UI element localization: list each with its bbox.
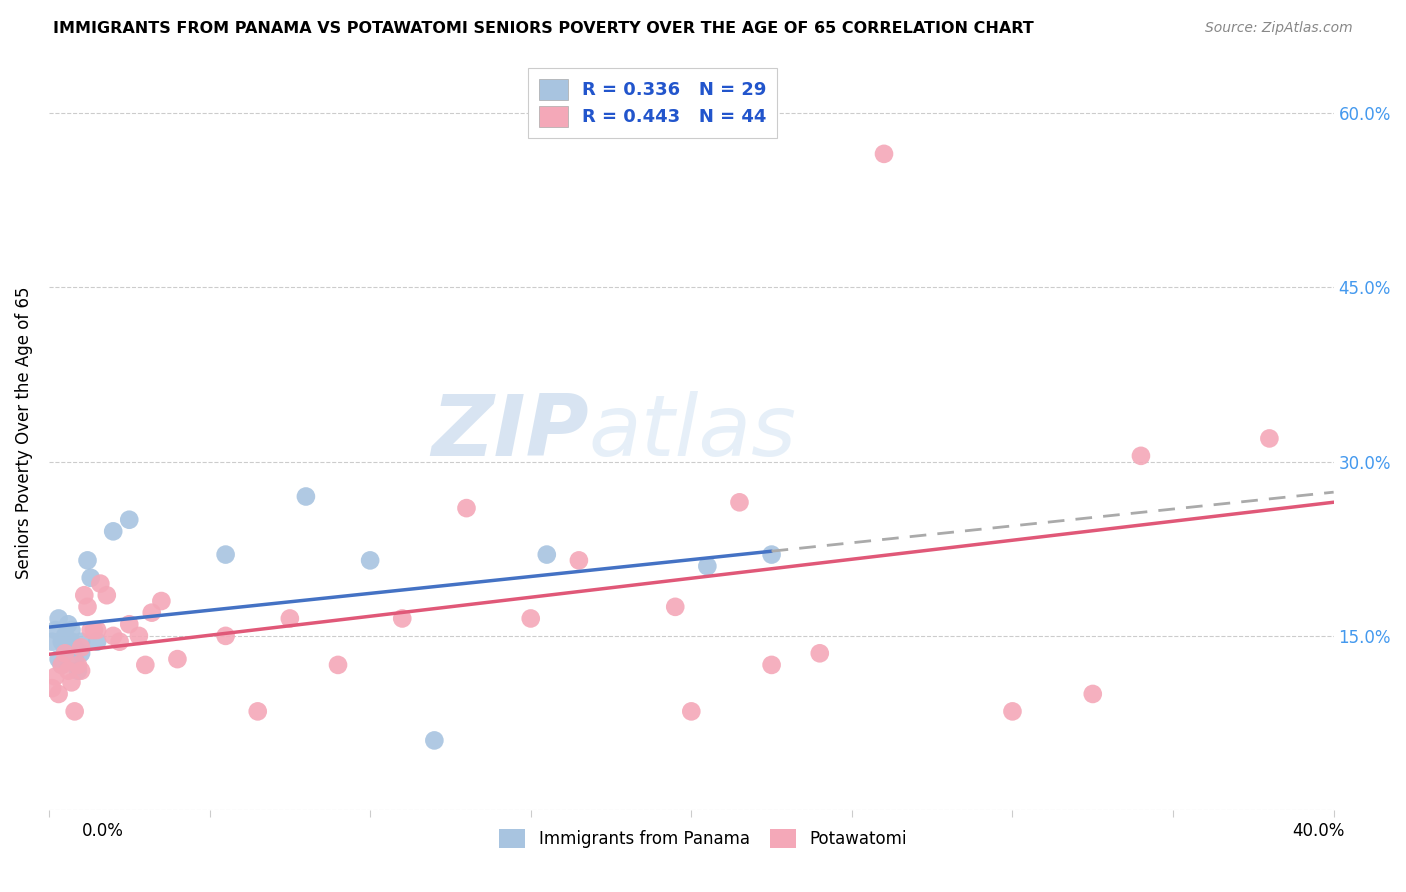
Point <box>568 553 591 567</box>
Text: ZIP: ZIP <box>430 391 589 475</box>
Point <box>103 629 125 643</box>
Point <box>76 553 98 567</box>
Point <box>70 640 93 655</box>
Point <box>664 599 686 614</box>
Point <box>128 629 150 643</box>
Point <box>41 634 63 648</box>
Point <box>63 705 86 719</box>
Point <box>696 559 718 574</box>
Point <box>166 652 188 666</box>
Point <box>60 675 83 690</box>
Point <box>761 657 783 672</box>
Point <box>51 657 73 672</box>
Point <box>80 571 103 585</box>
Point <box>1081 687 1104 701</box>
Point <box>80 623 103 637</box>
Y-axis label: Seniors Poverty Over the Age of 65: Seniors Poverty Over the Age of 65 <box>15 286 32 579</box>
Point <box>108 634 131 648</box>
Point <box>53 640 76 655</box>
Point <box>51 634 73 648</box>
Point <box>118 513 141 527</box>
Point <box>89 576 111 591</box>
Point <box>214 548 236 562</box>
Legend: R = 0.336   N = 29, R = 0.443   N = 44: R = 0.336 N = 29, R = 0.443 N = 44 <box>529 68 778 137</box>
Point <box>44 669 66 683</box>
Point <box>58 634 80 648</box>
Point <box>63 652 86 666</box>
Point <box>873 146 896 161</box>
Point <box>48 687 70 701</box>
Point <box>70 646 93 660</box>
Point <box>53 646 76 660</box>
Point <box>41 681 63 695</box>
Point <box>150 594 173 608</box>
Point <box>86 634 108 648</box>
Point <box>53 629 76 643</box>
Point <box>761 548 783 562</box>
Point <box>103 524 125 539</box>
Point <box>1129 449 1152 463</box>
Point <box>808 646 831 660</box>
Point <box>63 640 86 655</box>
Point <box>1258 432 1281 446</box>
Point <box>519 611 541 625</box>
Point <box>681 705 703 719</box>
Point <box>86 623 108 637</box>
Text: 40.0%: 40.0% <box>1292 822 1346 839</box>
Point <box>76 599 98 614</box>
Point <box>58 664 80 678</box>
Point <box>536 548 558 562</box>
Text: atlas: atlas <box>589 391 797 475</box>
Point <box>326 657 349 672</box>
Point <box>70 634 93 648</box>
Point <box>118 617 141 632</box>
Text: 0.0%: 0.0% <box>82 822 124 839</box>
Point <box>391 611 413 625</box>
Point <box>66 664 89 678</box>
Point <box>70 664 93 678</box>
Point <box>359 553 381 567</box>
Point <box>51 657 73 672</box>
Point <box>58 617 80 632</box>
Point <box>60 634 83 648</box>
Point <box>66 657 89 672</box>
Point <box>141 606 163 620</box>
Point <box>83 623 105 637</box>
Point <box>728 495 751 509</box>
Text: IMMIGRANTS FROM PANAMA VS POTAWATOMI SENIORS POVERTY OVER THE AGE OF 65 CORRELAT: IMMIGRANTS FROM PANAMA VS POTAWATOMI SEN… <box>53 21 1035 36</box>
Point <box>1001 705 1024 719</box>
Point <box>214 629 236 643</box>
Point <box>73 588 96 602</box>
Point <box>456 501 478 516</box>
Point <box>134 657 156 672</box>
Point <box>48 611 70 625</box>
Legend: Immigrants from Panama, Potawatomi: Immigrants from Panama, Potawatomi <box>492 822 914 855</box>
Point <box>96 588 118 602</box>
Point <box>423 733 446 747</box>
Point <box>60 623 83 637</box>
Point <box>48 652 70 666</box>
Point <box>246 705 269 719</box>
Point <box>295 490 318 504</box>
Point <box>278 611 301 625</box>
Text: Source: ZipAtlas.com: Source: ZipAtlas.com <box>1205 21 1353 35</box>
Point <box>44 623 66 637</box>
